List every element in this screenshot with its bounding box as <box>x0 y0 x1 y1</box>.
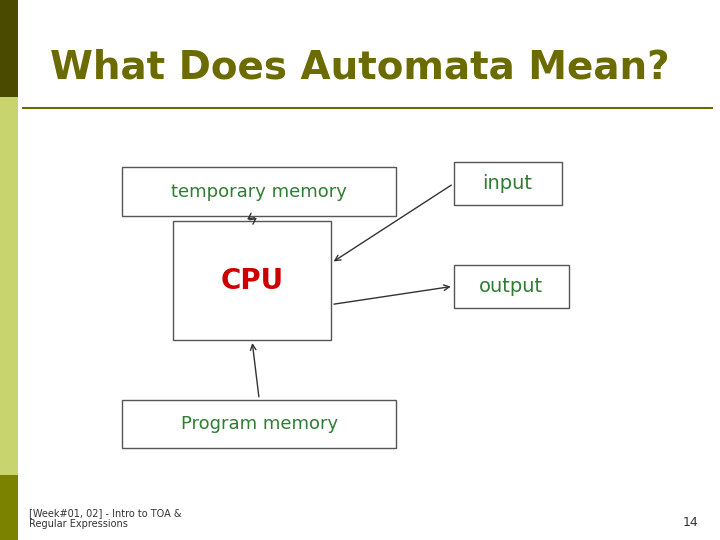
Text: CPU: CPU <box>220 267 284 295</box>
Text: What Does Automata Mean?: What Does Automata Mean? <box>50 49 670 86</box>
Bar <box>0 0 18 97</box>
Text: 14: 14 <box>683 516 698 529</box>
Bar <box>122 400 396 448</box>
Bar <box>0 475 18 540</box>
Bar <box>173 221 331 340</box>
Bar <box>122 167 396 216</box>
Text: output: output <box>479 276 544 296</box>
Text: Program memory: Program memory <box>181 415 338 433</box>
Bar <box>0 97 18 475</box>
Text: input: input <box>482 174 533 193</box>
Text: temporary memory: temporary memory <box>171 183 347 201</box>
Bar <box>454 162 562 205</box>
Text: [Week#01, 02] - Intro to TOA &
Regular Expressions: [Week#01, 02] - Intro to TOA & Regular E… <box>29 508 181 529</box>
Bar <box>454 265 569 308</box>
